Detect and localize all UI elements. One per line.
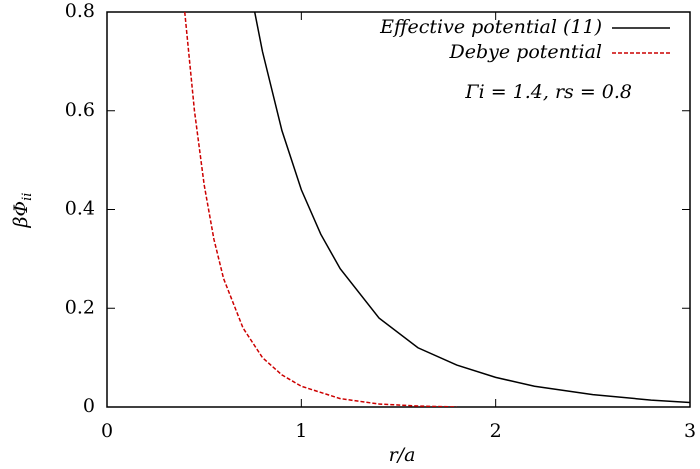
y-axis-label-sub: ii: [20, 193, 35, 201]
x-tick-label: 3: [684, 420, 696, 442]
y-tick-label: 0.2: [65, 296, 95, 318]
series-line: [253, 12, 690, 404]
x-tick-label: 2: [490, 420, 502, 442]
y-tick-label: 0.4: [65, 198, 95, 220]
annotation: Γi = 1.4, rs = 0.8: [464, 81, 632, 103]
plot-frame: [106, 11, 691, 408]
x-axis-label: r/a: [389, 444, 416, 466]
legend-label: Effective potential (11): [379, 16, 602, 38]
x-tick-label: 1: [295, 420, 307, 442]
y-axis-label: βΦii: [10, 193, 35, 229]
x-tick-label: 0: [101, 420, 113, 442]
y-axis-label-main: βΦ: [10, 201, 32, 229]
y-tick-label: 0: [83, 395, 95, 417]
legend-label: Debye potential: [449, 41, 603, 63]
series-line: [183, 12, 457, 407]
plot-area: [183, 12, 690, 407]
y-tick-label: 0.6: [65, 99, 95, 121]
y-tick-label: 0.8: [65, 0, 95, 22]
